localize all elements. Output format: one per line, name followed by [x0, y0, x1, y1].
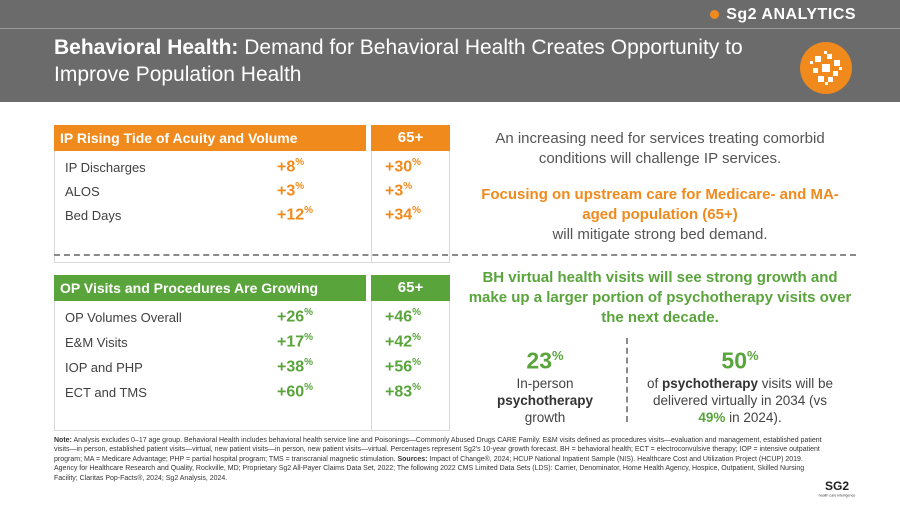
- stat-virtual-share: 50% of psychotherapy visits will be deli…: [640, 342, 840, 426]
- row-label: IOP and PHP: [65, 360, 143, 375]
- virtual-health-headline: BH virtual health visits will see strong…: [468, 269, 852, 326]
- row-value-65plus: +34%: [385, 205, 422, 224]
- brand-dot-icon: [710, 10, 720, 19]
- ip-table-title: IP Rising Tide of Acuity and Volume: [54, 125, 366, 151]
- stat-divider: [626, 338, 628, 422]
- table-row: IOP and PHP +38% +56%: [55, 355, 449, 380]
- op-table: OP Visits and Procedures Are Growing 65+…: [54, 275, 450, 431]
- row-label: ECT and TMS: [65, 385, 147, 400]
- stat-description: In-person psychotherapy growth: [496, 375, 594, 425]
- stat-value: 50%: [721, 347, 759, 374]
- op-table-col-65plus: 65+: [371, 275, 450, 301]
- row-value-65plus: +3%: [385, 181, 413, 200]
- brand-label: Sg2 ANALYTICS: [710, 6, 856, 24]
- upstream-care-text: Focusing on upstream care for Medicare- …: [481, 186, 839, 243]
- row-value-65plus: +30%: [385, 157, 422, 176]
- row-value-all: +17%: [277, 332, 314, 351]
- ip-insight-text: An increasing need for services treating…: [495, 130, 825, 167]
- row-label: OP Volumes Overall: [65, 310, 182, 325]
- column-divider: [371, 151, 372, 263]
- header-bar: Sg2 ANALYTICS Behavioral Health: Demand …: [0, 0, 900, 102]
- footnote: Note: Analysis excludes 0–17 age group. …: [54, 437, 822, 482]
- column-divider: [371, 301, 372, 431]
- stat-value: 23%: [526, 347, 564, 374]
- ip-table: IP Rising Tide of Acuity and Volume 65+ …: [54, 125, 450, 263]
- stat-in-person-growth: 23% In-person psychotherapy growth: [480, 342, 610, 426]
- op-table-title: OP Visits and Procedures Are Growing: [54, 275, 366, 301]
- row-value-65plus: +46%: [385, 307, 422, 326]
- row-label: IP Discharges: [65, 160, 146, 175]
- row-value-all: +60%: [277, 382, 314, 401]
- ip-table-body: IP Discharges +8% +30% ALOS +3% +3% Bed …: [54, 151, 450, 263]
- row-value-65plus: +83%: [385, 382, 422, 401]
- row-value-65plus: +56%: [385, 357, 422, 376]
- section-divider: [54, 254, 856, 256]
- row-value-all: +8%: [277, 157, 305, 176]
- row-label: E&M Visits: [65, 335, 128, 350]
- table-row: OP Volumes Overall +26% +46%: [55, 305, 449, 330]
- ip-table-col-65plus: 65+: [371, 125, 450, 151]
- svg-text:SG2: SG2: [825, 479, 849, 493]
- op-table-body: OP Volumes Overall +26% +46% E&M Visits …: [54, 301, 450, 431]
- header-divider: [0, 28, 900, 29]
- op-table-header: OP Visits and Procedures Are Growing 65+: [54, 275, 450, 301]
- sg2-logo: SG2 health care intelligence: [812, 478, 862, 498]
- row-value-all: +12%: [277, 205, 314, 224]
- row-value-all: +38%: [277, 357, 314, 376]
- row-label: ALOS: [65, 184, 100, 199]
- network-icon: [800, 42, 852, 94]
- row-value-all: +26%: [277, 307, 314, 326]
- table-row: ALOS +3% +3%: [55, 179, 449, 203]
- table-row: E&M Visits +17% +42%: [55, 330, 449, 355]
- table-row: ECT and TMS +60% +83%: [55, 380, 449, 405]
- svg-text:health care intelligence: health care intelligence: [819, 494, 856, 498]
- table-row: Bed Days +12% +34%: [55, 203, 449, 227]
- stat-description: of psychotherapy visits will be delivere…: [646, 375, 834, 425]
- table-row: IP Discharges +8% +30%: [55, 155, 449, 179]
- page-title: Behavioral Health: Demand for Behavioral…: [54, 36, 743, 86]
- row-value-65plus: +42%: [385, 332, 422, 351]
- ip-table-header: IP Rising Tide of Acuity and Volume 65+: [54, 125, 450, 151]
- row-value-all: +3%: [277, 181, 305, 200]
- row-label: Bed Days: [65, 208, 122, 223]
